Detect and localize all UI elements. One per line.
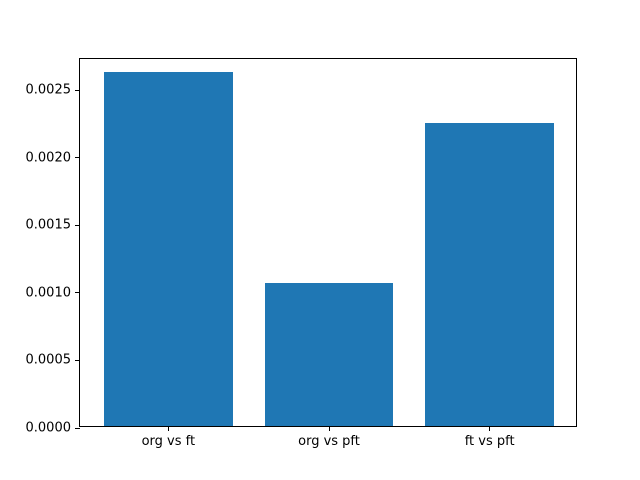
y-tick-mark: [75, 157, 80, 159]
x-tick-label: org vs ft: [141, 434, 196, 449]
x-tick-mark: [328, 426, 330, 431]
bar-org-vs-pft: [264, 282, 394, 426]
bar-ft-vs-pft: [425, 123, 554, 426]
y-tick-mark: [75, 224, 80, 226]
x-tick-label: org vs pft: [298, 434, 360, 449]
y-tick-label: 0.0000: [25, 420, 72, 436]
y-tick-label: 0.0015: [25, 217, 72, 233]
y-tick-mark: [75, 292, 80, 294]
y-tick-label: 0.0020: [25, 150, 72, 166]
x-tick-mark: [489, 426, 491, 431]
y-tick-label: 0.0025: [25, 82, 72, 98]
y-tick-label: 0.0005: [25, 352, 72, 368]
x-tick-mark: [167, 426, 169, 431]
y-tick-mark: [75, 89, 80, 91]
y-tick-mark: [75, 427, 80, 429]
bar-org-vs-ft: [104, 71, 233, 426]
axes: org vs ft org vs pft ft vs pft 0.0000 0.0005…: [26, 58, 577, 449]
y-tick-label: 0.0010: [25, 285, 72, 301]
x-tick-label: ft vs pft: [464, 434, 515, 449]
y-tick-mark: [75, 359, 80, 361]
